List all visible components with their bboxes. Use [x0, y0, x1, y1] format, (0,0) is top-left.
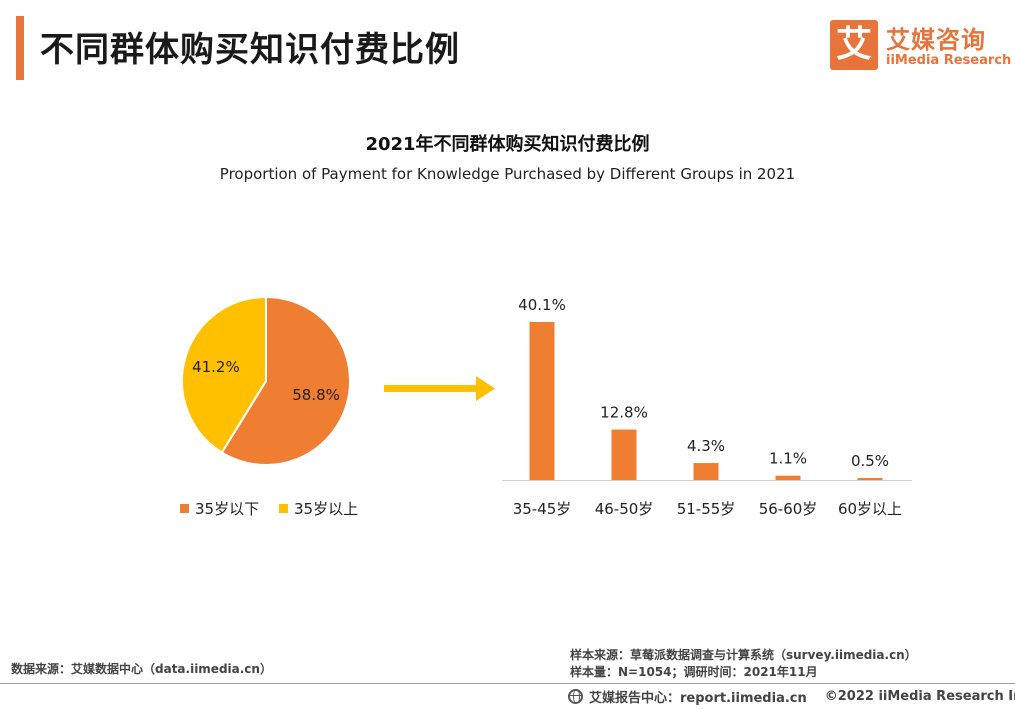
title-accent-bar: [16, 16, 24, 80]
copyright: ©2022 iiMedia Research Inc: [824, 689, 1015, 704]
pie-label-0: 58.8%: [292, 386, 340, 404]
bar-3: [775, 475, 801, 480]
bar-category-label-4: 60岁以上: [838, 500, 902, 518]
chart-subtitle: Proportion of Payment for Knowledge Purc…: [219, 165, 796, 183]
footer-divider: [0, 683, 1015, 684]
legend-label-over35: 35岁以上: [294, 499, 359, 518]
bar-category-label-1: 46-50岁: [595, 500, 654, 518]
legend-label-under35: 35岁以下: [195, 499, 260, 518]
chart-title: 2021年不同群体购买知识付费比例: [365, 134, 650, 155]
pie-slice-0: [220, 295, 351, 466]
logo-name-en: iiMedia Research: [886, 53, 1012, 68]
bar-4: [857, 478, 883, 480]
bar-1: [611, 429, 637, 480]
arrow-shaft: [384, 385, 478, 392]
pie-label-1: 41.2%: [192, 358, 240, 376]
legend-swatch-under35: [180, 503, 189, 513]
globe-icon: [568, 689, 583, 704]
bar-2: [693, 463, 719, 480]
report-center: 艾媒报告中心：report.iimedia.cn: [589, 691, 807, 706]
legend-item-under35: 35岁以下: [180, 498, 259, 518]
bar-value-label-0: 40.1%: [518, 296, 566, 314]
legend-swatch-over35: [279, 503, 288, 513]
bar-0: [529, 322, 555, 480]
bar-value-label-4: 0.5%: [851, 452, 889, 470]
footer-bottom: 艾媒报告中心：report.iimedia.cn ©2022 iiMedia R…: [568, 687, 1015, 706]
logo-name-cn: 艾媒咨询: [886, 26, 986, 54]
bar-value-label-2: 4.3%: [687, 437, 725, 455]
bar-category-label-2: 51-55岁: [677, 500, 736, 518]
bar-value-label-3: 1.1%: [769, 450, 807, 468]
pie-slice-1: [181, 295, 267, 454]
logo-mark: 艾: [830, 20, 878, 70]
legend-item-over35: 35岁以上: [279, 498, 358, 518]
sample-source: 样本来源：草莓派数据调查与计算系统（survey.iimedia.cn）: [570, 648, 917, 662]
bar-category-label-3: 56-60岁: [759, 500, 818, 518]
iimedia-logo: 艾 艾媒咨询 iiMedia Research: [830, 20, 1011, 72]
arrow-icon: [476, 376, 495, 401]
sample-size: 样本量：N=1054；调研时间：2021年11月: [570, 665, 818, 679]
page-title: 不同群体购买知识付费比例: [40, 30, 460, 70]
data-source: 数据来源：艾媒数据中心（data.iimedia.cn）: [11, 662, 272, 676]
bar-value-label-1: 12.8%: [600, 404, 648, 422]
bar-category-label-0: 35-45岁: [513, 500, 572, 518]
